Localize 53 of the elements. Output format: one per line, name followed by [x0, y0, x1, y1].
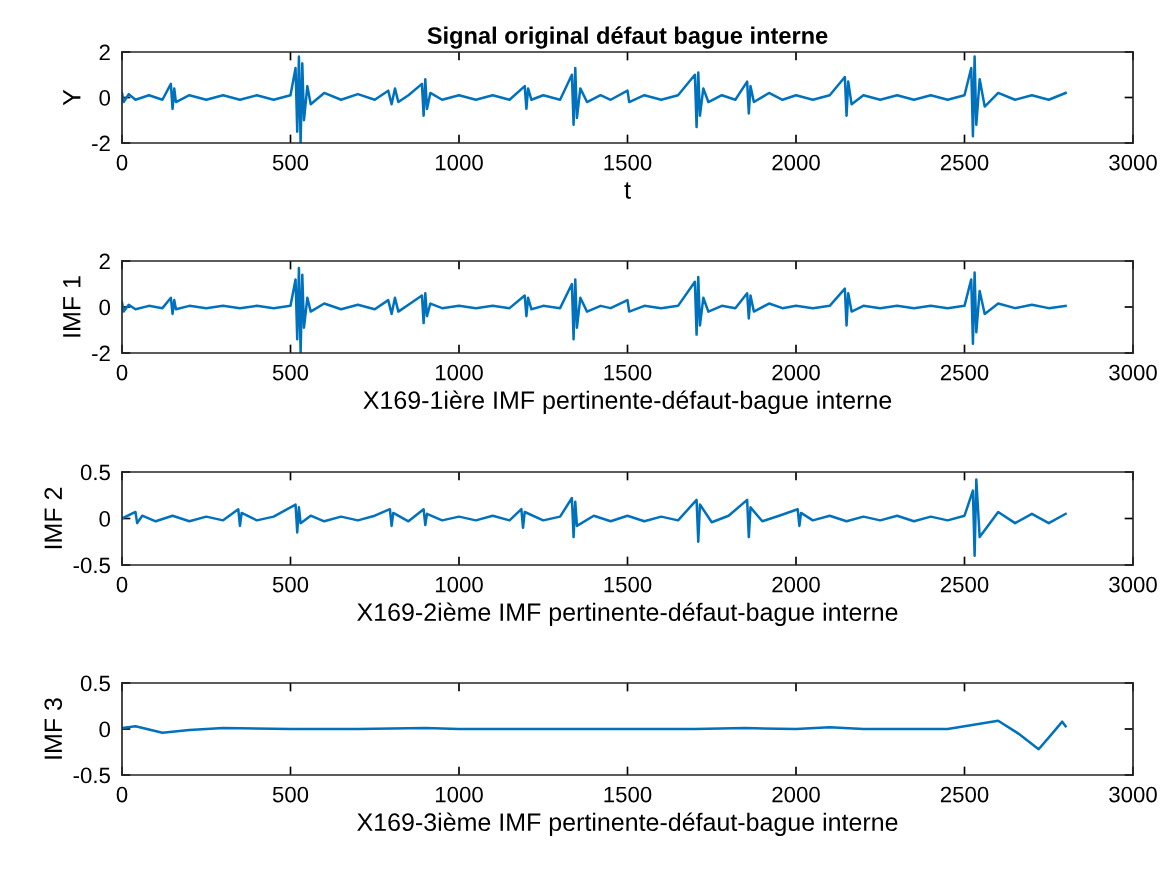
x-tick-label: 500	[272, 786, 309, 803]
y-tick-label: 0	[99, 299, 111, 316]
y-tick-label: 2	[99, 44, 110, 61]
x-tick-label: 1000	[435, 576, 483, 593]
x-tick-label: 2000	[772, 154, 820, 171]
x-tick-label: 0	[116, 786, 128, 803]
line-series	[122, 55, 1067, 143]
y-tick-label: 2	[99, 253, 110, 270]
x-tick-label: 1000	[435, 786, 483, 803]
x-tick-label: 3000	[1109, 154, 1157, 171]
x-tick-label: 1500	[604, 154, 652, 171]
x-tick-label: 1500	[604, 576, 652, 593]
line-series	[122, 266, 1067, 353]
line-series	[122, 719, 1067, 751]
y-axis-title: IMF 1	[63, 276, 81, 337]
x-tick-label: 0	[116, 364, 128, 381]
x-tick-label: 1500	[604, 786, 652, 803]
y-tick-label: 0	[99, 90, 111, 106]
y-tick-label: 0.5	[80, 675, 110, 692]
line-series	[122, 478, 1067, 557]
x-tick-label: 0	[116, 154, 128, 171]
y-tick-label: -0.5	[73, 557, 110, 574]
x-axis-title: t	[624, 182, 631, 199]
x-tick-label: 3000	[1109, 576, 1157, 593]
y-tick-label: 0.5	[80, 464, 110, 481]
y-tick-label: -2	[92, 135, 110, 152]
y-axis-title: Y	[63, 89, 81, 106]
x-tick-label: 3000	[1109, 786, 1157, 803]
y-axis-title: IMF 3	[44, 698, 63, 759]
x-axis-title: X169-2ième IMF pertinente-défaut-bague interne	[357, 602, 898, 626]
y-tick-label: 0	[99, 511, 111, 527]
y-tick-label: -2	[92, 345, 110, 362]
x-tick-label: 500	[272, 364, 309, 381]
x-tick-label: 2000	[772, 364, 820, 381]
x-tick-label: 1500	[604, 364, 652, 381]
x-tick-label: 2500	[940, 154, 989, 171]
y-axis-title: IMF 2	[44, 487, 62, 549]
x-axis-title: X169-3ième IMF pertinente-défaut-bague interne	[357, 812, 898, 836]
x-axis-title: X169-1ière IMF pertinente-défaut-bague interne	[363, 390, 892, 414]
x-tick-label: 3000	[1109, 364, 1157, 381]
chart-title: Signal original défaut bague interne	[427, 26, 828, 49]
x-tick-label: 500	[272, 154, 309, 171]
x-tick-label: 2500	[940, 364, 989, 381]
x-tick-label: 2000	[772, 786, 820, 803]
x-tick-label: 2000	[772, 576, 820, 593]
y-tick-label: -0.5	[73, 767, 110, 784]
x-tick-label: 1000	[435, 154, 483, 171]
x-tick-label: 500	[272, 576, 309, 593]
x-tick-label: 0	[116, 576, 128, 593]
x-tick-label: 1000	[435, 364, 483, 381]
y-tick-label: 0	[99, 721, 111, 738]
x-tick-label: 2500	[940, 786, 989, 803]
x-tick-label: 2500	[940, 576, 989, 593]
